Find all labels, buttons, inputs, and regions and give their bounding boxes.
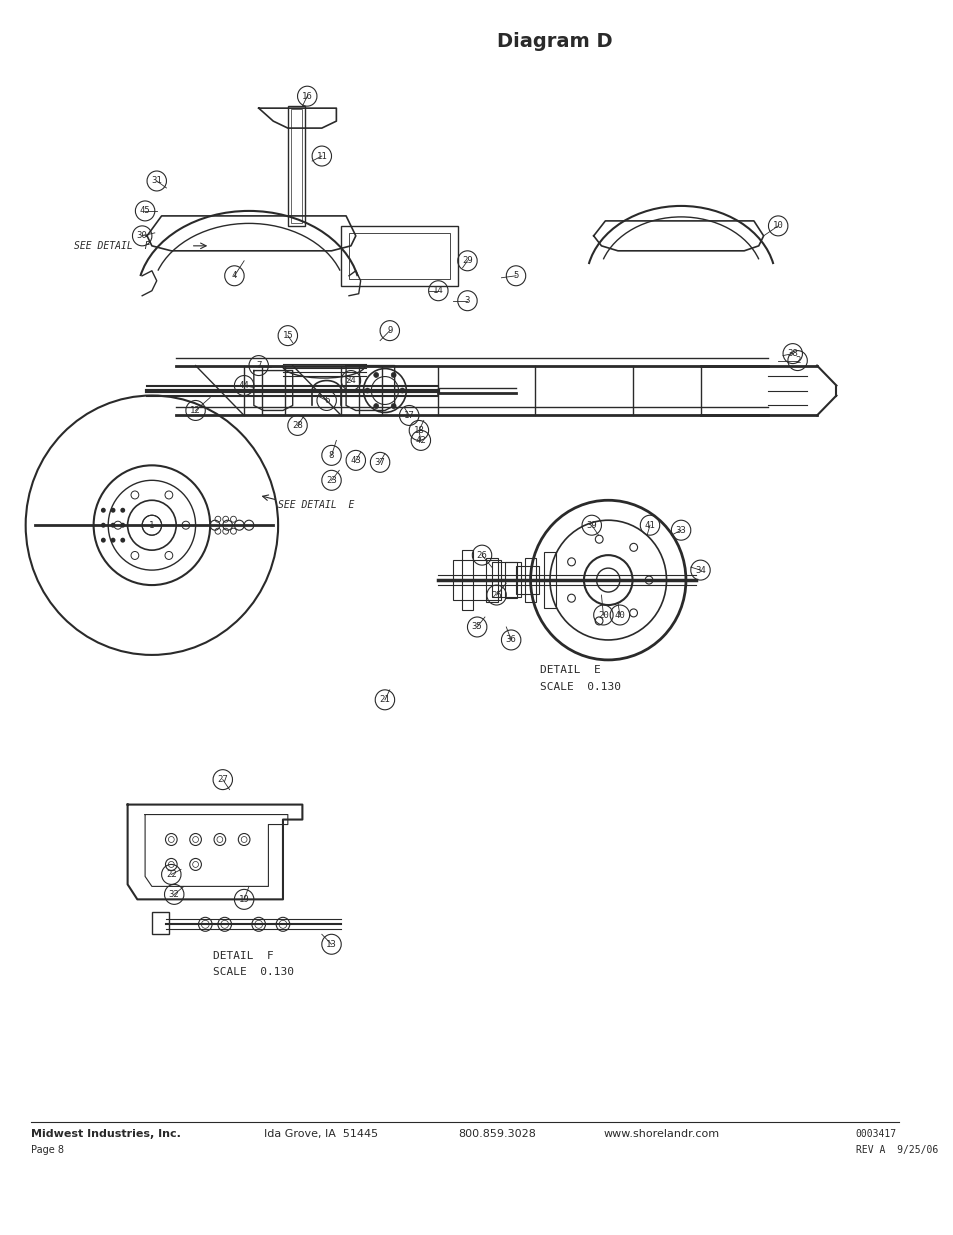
Text: 15: 15: [282, 331, 293, 340]
Text: Diagram D: Diagram D: [497, 32, 612, 51]
Text: 20: 20: [598, 610, 608, 620]
Text: 2: 2: [794, 356, 800, 366]
Text: 14: 14: [433, 287, 443, 295]
Circle shape: [399, 388, 404, 393]
Text: www.shorelandr.com: www.shorelandr.com: [602, 1129, 719, 1139]
Text: 42: 42: [416, 436, 426, 445]
Text: 37: 37: [375, 458, 385, 467]
Text: 3: 3: [464, 296, 470, 305]
Text: 23: 23: [326, 475, 336, 485]
Text: 44: 44: [238, 382, 250, 390]
Text: 21: 21: [379, 695, 390, 704]
Text: 27: 27: [217, 776, 228, 784]
Bar: [491, 562, 520, 597]
Text: SCALE  0.130: SCALE 0.130: [539, 682, 620, 692]
Bar: [543, 552, 556, 608]
Bar: [349, 233, 450, 279]
Text: 5: 5: [513, 272, 518, 280]
Text: 1: 1: [149, 521, 154, 530]
Bar: [505, 562, 517, 598]
Bar: [358, 366, 381, 415]
Text: 26: 26: [476, 551, 487, 559]
Bar: [461, 550, 473, 610]
Text: DETAIL  E: DETAIL E: [539, 664, 600, 674]
Text: DETAIL  F: DETAIL F: [213, 951, 274, 961]
Circle shape: [111, 537, 115, 542]
Text: 22: 22: [166, 869, 176, 879]
Bar: [524, 558, 536, 601]
Text: 39: 39: [586, 521, 597, 530]
Text: 45: 45: [139, 206, 151, 215]
Text: Midwest Industries, Inc.: Midwest Industries, Inc.: [30, 1129, 180, 1139]
Circle shape: [120, 537, 125, 542]
Circle shape: [101, 522, 106, 527]
Circle shape: [391, 404, 395, 409]
Text: 6: 6: [324, 396, 329, 405]
Circle shape: [111, 508, 115, 513]
Text: 16: 16: [301, 91, 313, 101]
Circle shape: [391, 373, 395, 378]
Bar: [341, 226, 457, 285]
Text: 8: 8: [329, 451, 334, 459]
Text: 35: 35: [472, 622, 482, 631]
Text: 11: 11: [316, 152, 327, 161]
Circle shape: [374, 404, 378, 409]
Text: 800.859.3028: 800.859.3028: [457, 1129, 535, 1139]
Text: 13: 13: [326, 940, 336, 948]
Text: 25: 25: [491, 590, 501, 599]
Text: 32: 32: [169, 890, 179, 899]
Text: 31: 31: [152, 177, 162, 185]
Text: 10: 10: [772, 221, 782, 231]
Text: 4: 4: [232, 272, 237, 280]
Text: 30: 30: [136, 231, 148, 241]
Text: Page 8: Page 8: [30, 1145, 64, 1155]
Text: SCALE  0.130: SCALE 0.130: [213, 967, 294, 977]
Text: 36: 36: [505, 636, 516, 645]
Text: 0003417: 0003417: [855, 1129, 896, 1139]
Circle shape: [101, 537, 106, 542]
Text: 17: 17: [403, 411, 415, 420]
Text: 40: 40: [614, 610, 624, 620]
Bar: [453, 561, 501, 600]
Text: SEE DETAIL  E: SEE DETAIL E: [278, 500, 355, 510]
Text: 33: 33: [675, 526, 686, 535]
Circle shape: [120, 522, 125, 527]
Bar: [261, 366, 285, 415]
Bar: [152, 913, 170, 935]
Text: 7: 7: [255, 361, 261, 370]
Text: 43: 43: [350, 456, 361, 464]
Text: 34: 34: [695, 566, 705, 574]
Bar: [291, 109, 302, 222]
Text: 24: 24: [345, 375, 356, 385]
Text: 29: 29: [461, 257, 473, 266]
Circle shape: [374, 373, 378, 378]
Circle shape: [111, 522, 115, 527]
Bar: [516, 566, 538, 594]
Text: 41: 41: [644, 521, 655, 530]
Text: 38: 38: [786, 350, 798, 358]
Text: 9: 9: [387, 326, 392, 335]
Text: 19: 19: [238, 895, 250, 904]
Bar: [485, 558, 497, 601]
Text: 12: 12: [190, 406, 201, 415]
Text: 18: 18: [413, 426, 424, 435]
Circle shape: [120, 508, 125, 513]
Bar: [288, 106, 305, 226]
Circle shape: [365, 388, 370, 393]
Circle shape: [101, 508, 106, 513]
Text: SEE DETAIL  F: SEE DETAIL F: [74, 241, 151, 251]
Text: REV A  9/25/06: REV A 9/25/06: [855, 1145, 937, 1155]
Text: Ida Grove, IA  51445: Ida Grove, IA 51445: [263, 1129, 377, 1139]
Text: 28: 28: [292, 421, 303, 430]
